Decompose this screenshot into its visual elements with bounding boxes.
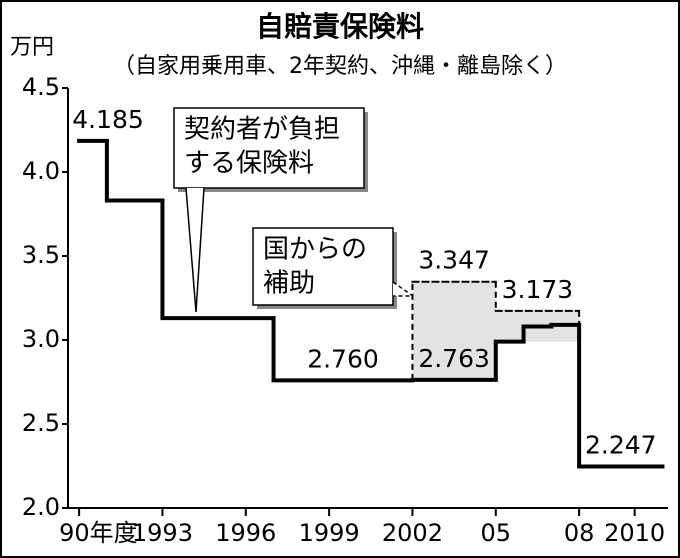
subsidy-area	[412, 281, 496, 380]
chart-subtitle: （自家用乗用車、2年契約、沖縄・離島除く）	[113, 54, 567, 79]
callout-box	[252, 227, 394, 306]
callout-text: する保険料	[184, 149, 314, 179]
x-tick-label: 2010	[604, 519, 665, 547]
x-tick-label: 1996	[215, 519, 276, 547]
value-label: 2.760	[307, 344, 379, 373]
chart-title: 自賠責保険料	[256, 10, 424, 43]
x-tick-label: 1999	[299, 519, 360, 547]
x-tick-label: 1993	[132, 519, 193, 547]
y-tick-label: 3.5	[22, 241, 60, 269]
y-unit: 万円	[10, 35, 54, 60]
value-label: 2.763	[418, 344, 490, 373]
x-tick-label: 08	[564, 519, 595, 547]
callout-text: 契約者が負担	[184, 115, 340, 145]
callout-text: 国からの	[263, 235, 367, 265]
callout-pointer	[185, 187, 205, 313]
x-tick-label: 05	[481, 519, 512, 547]
callout-text: 補助	[263, 269, 315, 299]
value-label: 3.347	[418, 246, 490, 275]
y-tick-label: 2.5	[22, 409, 60, 437]
value-label: 2.247	[585, 431, 657, 460]
y-tick-label: 4.5	[22, 73, 60, 101]
y-tick-label: 3.0	[22, 325, 60, 353]
x-tick-label: 90年度	[59, 519, 138, 547]
callout-box	[173, 107, 365, 189]
value-label: 4.185	[72, 105, 144, 134]
value-label: 3.173	[502, 275, 574, 304]
y-tick-label: 4.0	[22, 157, 60, 185]
y-tick-label: 2.0	[22, 493, 60, 521]
x-tick-label: 2002	[382, 519, 443, 547]
